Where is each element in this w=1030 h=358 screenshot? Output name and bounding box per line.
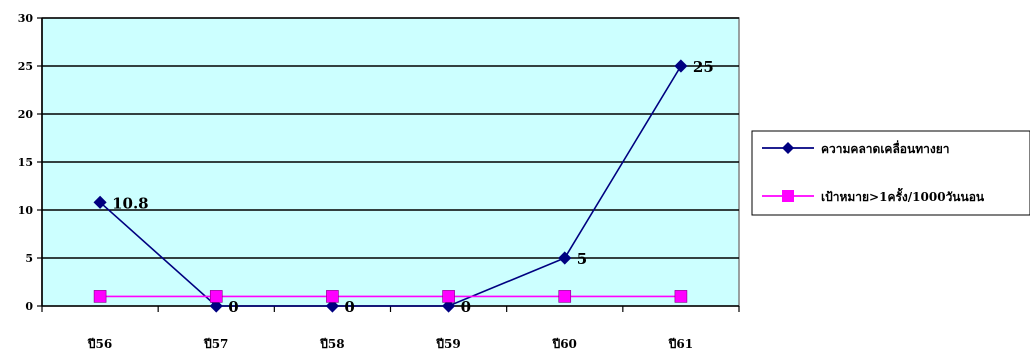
data-label: 25 (693, 58, 714, 76)
data-label: 10.8 (112, 194, 149, 212)
y-axis-ticks: 0 5 10 15 20 25 30 (18, 12, 42, 313)
data-label: 0 (228, 298, 238, 316)
data-point-square (674, 290, 688, 303)
legend-marker-square (782, 190, 794, 202)
data-point-square (209, 290, 223, 303)
y-tick-label: 10 (18, 204, 34, 217)
data-point-diamond (325, 299, 339, 313)
data-label: 5 (577, 250, 587, 268)
x-axis-ticks: ปี56 ปี57 ปี58 ปี59 ปี60 ปี61 (41, 306, 740, 351)
data-point-square (558, 290, 572, 303)
legend-label: ความคลาดเคลื่อนทางยา (821, 140, 950, 156)
data-point-diamond (442, 299, 456, 313)
data-point-square (442, 290, 455, 303)
x-tick-label: ปี59 (436, 337, 461, 351)
data-point-diamond (558, 251, 572, 265)
legend: ความคลาดเคลื่อนทางยาเป้าหมาย>1ครั้ง/1000… (751, 130, 1030, 216)
y-tick-label: 20 (18, 108, 34, 121)
series-line (99, 65, 682, 307)
x-tick-label: ปี60 (552, 337, 577, 351)
data-point-diamond (209, 299, 223, 313)
data-label: 0 (344, 298, 354, 316)
data-point-diamond (93, 195, 107, 209)
legend-label: เป้าหมาย>1ครั้ง/1000วันนอน (821, 187, 985, 204)
y-tick-label: 5 (25, 252, 33, 265)
legend-box (751, 130, 1030, 216)
y-tick-label: 15 (18, 156, 33, 169)
y-tick-label: 30 (18, 12, 34, 25)
gridlines (42, 17, 739, 259)
x-tick-label: ปี56 (87, 337, 112, 351)
data-point-square (326, 290, 339, 303)
x-tick-label: ปี57 (204, 337, 229, 351)
x-tick-label: ปี61 (668, 337, 693, 351)
y-tick-label: 0 (25, 300, 33, 313)
y-tick-label: 25 (18, 60, 33, 73)
series-group (93, 59, 688, 313)
data-point-diamond (674, 59, 688, 73)
legend-marker-diamond (782, 142, 794, 154)
data-label: 0 (461, 298, 471, 316)
data-point-square (93, 290, 107, 303)
x-tick-label: ปี58 (320, 337, 345, 351)
data-labels: 10.8 0 0 0 5 25 (112, 58, 714, 316)
